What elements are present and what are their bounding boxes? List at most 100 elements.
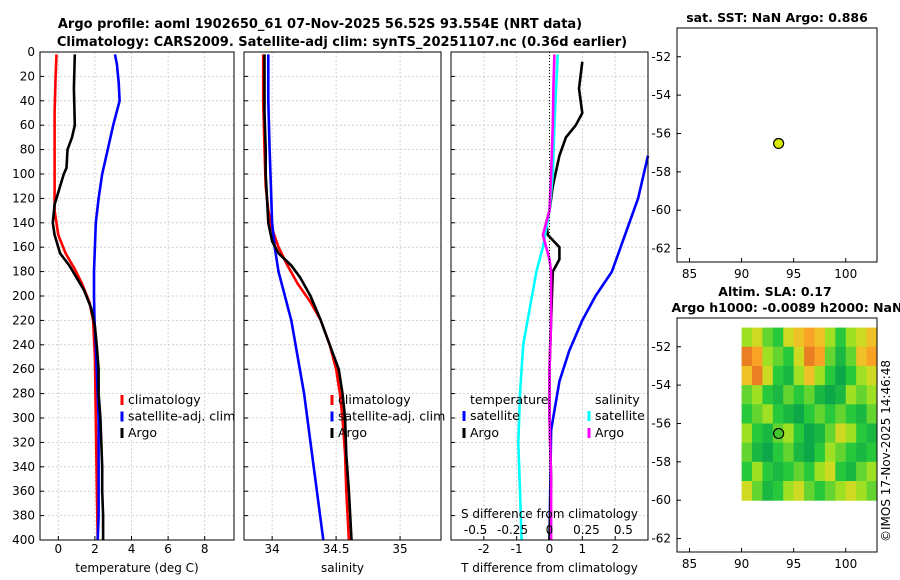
depth-tick-label: 260 — [12, 362, 35, 376]
sla_map-axes-frame — [676, 317, 878, 553]
difference-series-t-satellite — [548, 155, 650, 541]
sla-heat-cell — [752, 442, 763, 463]
imos-watermark: ©IMOS 17-Nov-2025 14:46:48 — [879, 360, 893, 542]
sla-heat-cell — [741, 346, 753, 367]
depth-tick-label: 300 — [12, 411, 35, 425]
sla-heat-cell — [824, 423, 836, 444]
difference-top-tick-label: 0 — [546, 523, 554, 537]
sla-heat-cell — [762, 346, 774, 367]
difference-top-tick-label: 0.5 — [614, 523, 633, 537]
sst_map-xtick-label: 95 — [786, 267, 801, 281]
title-line1: Argo profile: aoml 1902650_61 07-Nov-202… — [58, 17, 582, 32]
sla-heat-cell — [741, 385, 753, 405]
sla_map-ytick-label: -54 — [651, 378, 671, 392]
temperature-axes-frame — [39, 51, 235, 541]
sla-heat-cell — [845, 346, 857, 367]
depth-tick-label: 40 — [20, 94, 35, 108]
difference-xtick-label: 2 — [611, 542, 619, 556]
salinity-xtick-label: 35 — [392, 542, 407, 556]
sla-heat-cell — [824, 461, 836, 482]
sla-heat-cell — [856, 481, 868, 501]
sst_map-ytick-label: -52 — [651, 50, 671, 64]
salinity-series-satellite-adj-clim — [266, 54, 325, 541]
sla-map-title-line2: Argo h1000: -0.0089 h2000: NaN — [672, 300, 900, 315]
sst_map-axes-frame — [676, 27, 878, 263]
difference-xtick-label: 1 — [579, 542, 587, 556]
salinity-legend-1-label: satellite-adj. clim — [338, 409, 445, 424]
sla-heat-cell — [824, 481, 836, 501]
sla-heat-cell — [835, 423, 847, 444]
sla-heat-cell — [752, 327, 763, 348]
sla-heat-cell — [856, 404, 868, 424]
sla_map-xtick-label: 85 — [682, 557, 697, 571]
sla-heat-cell — [752, 346, 763, 367]
sla-map-title-line1: Altim. SLA: 0.17 — [718, 284, 831, 299]
sla-heat-cell — [793, 346, 805, 367]
sla-heat-cell — [845, 442, 857, 463]
sla-heat-cell — [866, 481, 878, 501]
difference-xtick-label: -1 — [511, 542, 523, 556]
sla_map-xtick-label: 95 — [786, 557, 801, 571]
salinity-series-argo — [263, 54, 353, 541]
sla-heat-cell — [824, 365, 836, 386]
sst-map-title: sat. SST: NaN Argo: 0.886 — [686, 10, 868, 25]
sla-heat-cell — [793, 481, 805, 501]
sla-heat-cell — [741, 461, 753, 482]
depth-tick-label: 220 — [12, 313, 35, 327]
sla-heat-cell — [804, 404, 815, 424]
sla-heat-cell — [783, 442, 795, 463]
depth-tick-label: 160 — [12, 240, 35, 254]
sla-heat-cell — [741, 481, 753, 501]
temperature-xtick-label: 2 — [91, 542, 99, 556]
sla-heat-cell — [752, 461, 763, 482]
temperature-xtick-label: 6 — [164, 542, 172, 556]
sla-heat-cell — [762, 442, 774, 463]
depth-tick-label: 320 — [12, 435, 35, 449]
sla_map-argo-position-marker — [773, 427, 785, 440]
sla_map-ytick-label: -56 — [651, 416, 671, 430]
sla-heat-cell — [866, 327, 878, 348]
sla-heat-cell — [866, 423, 878, 444]
temperature-legend-2-label: Argo — [128, 425, 157, 440]
sla-heat-cell — [772, 385, 784, 405]
difference-xtick-label: 0 — [546, 542, 554, 556]
sla-heat-cell — [835, 442, 847, 463]
sla-heat-cell — [772, 365, 784, 386]
sla-heat-cell — [814, 404, 826, 424]
sla-heat-cell — [856, 461, 868, 482]
temperature-legend-0-label: climatology — [128, 392, 201, 407]
depth-tick-label: 280 — [12, 387, 35, 401]
sla-heat-cell — [835, 365, 847, 386]
salinity-xtick-label: 34.5 — [323, 542, 350, 556]
depth-tick-label: 20 — [20, 69, 35, 83]
sla-heat-cell — [772, 346, 784, 367]
sla-heat-cell — [804, 481, 815, 501]
sla-heat-cell — [752, 385, 763, 405]
sla-heat-cell — [793, 385, 805, 405]
sla-heat-cell — [741, 365, 753, 386]
depth-tick-label: 380 — [12, 509, 35, 523]
sla-heat-cell — [762, 404, 774, 424]
sla-heat-cell — [741, 404, 753, 424]
sla-heat-cell — [804, 423, 815, 444]
depth-tick-label: 0 — [27, 45, 35, 59]
depth-tick-label: 120 — [12, 191, 35, 205]
difference-legend-s-satellite-label: satellite — [595, 408, 645, 423]
sla-heat-cell — [814, 423, 826, 444]
sla-heat-cell — [845, 461, 857, 482]
sst_map-ytick-label: -56 — [651, 126, 671, 140]
sla-heat-cell — [835, 327, 847, 348]
sla-heat-cell — [856, 442, 868, 463]
sla-heat-cell — [783, 365, 795, 386]
temperature-legend-1-label: satellite-adj. clim — [128, 409, 235, 424]
sla-heat-cell — [845, 327, 857, 348]
difference-legend-left-title: temperature — [470, 392, 549, 407]
sla-heat-cell — [856, 365, 868, 386]
sla-heat-cell — [824, 385, 836, 405]
difference-top-tick-label: 0.25 — [573, 523, 600, 537]
sla-heat-cell — [866, 461, 878, 482]
depth-tick-label: 360 — [12, 484, 35, 498]
sla-heat-cell — [804, 346, 815, 367]
depth-tick-label: 180 — [12, 265, 35, 279]
